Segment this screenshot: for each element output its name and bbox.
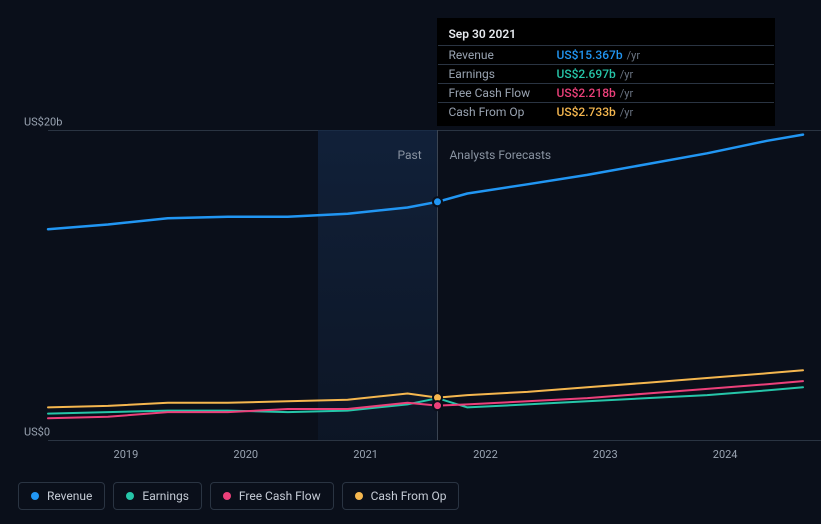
legend-dot-icon xyxy=(126,492,134,500)
tooltip-metric-unit: /yr xyxy=(627,49,640,62)
data-tooltip: Sep 30 2021 RevenueUS$15.367b/yrEarnings… xyxy=(437,18,775,126)
y-axis-label: US$0 xyxy=(24,426,50,439)
tooltip-metric-unit: /yr xyxy=(620,87,633,100)
tooltip-metric-value: US$2.697b xyxy=(556,67,615,81)
tooltip-metric-value: US$2.218b xyxy=(556,86,615,100)
x-axis: 2019 2020 2021 2022 2023 2024 xyxy=(66,448,821,468)
series-line xyxy=(48,135,803,230)
legend-label: Revenue xyxy=(47,489,92,503)
x-axis-label: 2019 xyxy=(114,448,139,461)
legend-label: Free Cash Flow xyxy=(239,489,321,503)
line-chart-svg xyxy=(48,130,803,440)
legend-item[interactable]: Free Cash Flow xyxy=(210,482,334,510)
tooltip-row: RevenueUS$15.367b/yr xyxy=(438,45,774,64)
x-axis-label: 2024 xyxy=(713,448,738,461)
tooltip-row: Free Cash FlowUS$2.218b/yr xyxy=(438,83,774,102)
x-axis-label: 2021 xyxy=(353,448,378,461)
chart-legend: Revenue Earnings Free Cash Flow Cash From O… xyxy=(18,482,459,510)
tooltip-metric-value: US$15.367b xyxy=(556,48,622,62)
legend-label: Cash From Op xyxy=(371,489,447,503)
series-line xyxy=(48,387,803,413)
tooltip-metric-name: Revenue xyxy=(448,48,556,62)
tooltip-metric-unit: /yr xyxy=(620,106,633,119)
legend-dot-icon xyxy=(355,492,363,500)
tooltip-metric-name: Earnings xyxy=(448,67,556,81)
legend-item[interactable]: Revenue xyxy=(18,482,105,510)
tooltip-date: Sep 30 2021 xyxy=(438,23,774,45)
gridline xyxy=(48,440,821,441)
legend-dot-icon xyxy=(31,492,39,500)
series-line xyxy=(48,370,803,407)
legend-dot-icon xyxy=(223,492,231,500)
financial-chart: US$0US$20b Past Analysts Forecasts 20192… xyxy=(18,0,803,475)
y-axis-label: US$20b xyxy=(24,116,62,129)
tooltip-metric-name: Cash From Op xyxy=(448,105,556,119)
tooltip-metric-value: US$2.733b xyxy=(556,105,615,119)
x-axis-label: 2023 xyxy=(593,448,618,461)
legend-item[interactable]: Cash From Op xyxy=(342,482,460,510)
data-marker xyxy=(433,401,442,410)
legend-label: Earnings xyxy=(142,489,189,503)
x-axis-label: 2020 xyxy=(233,448,258,461)
tooltip-row: EarningsUS$2.697b/yr xyxy=(438,64,774,83)
plot-area[interactable] xyxy=(48,130,803,440)
tooltip-metric-name: Free Cash Flow xyxy=(448,86,556,100)
tooltip-metric-unit: /yr xyxy=(620,68,633,81)
legend-item[interactable]: Earnings xyxy=(113,482,202,510)
tooltip-row: Cash From OpUS$2.733b/yr xyxy=(438,102,774,121)
data-marker xyxy=(433,197,442,206)
x-axis-label: 2022 xyxy=(473,448,498,461)
